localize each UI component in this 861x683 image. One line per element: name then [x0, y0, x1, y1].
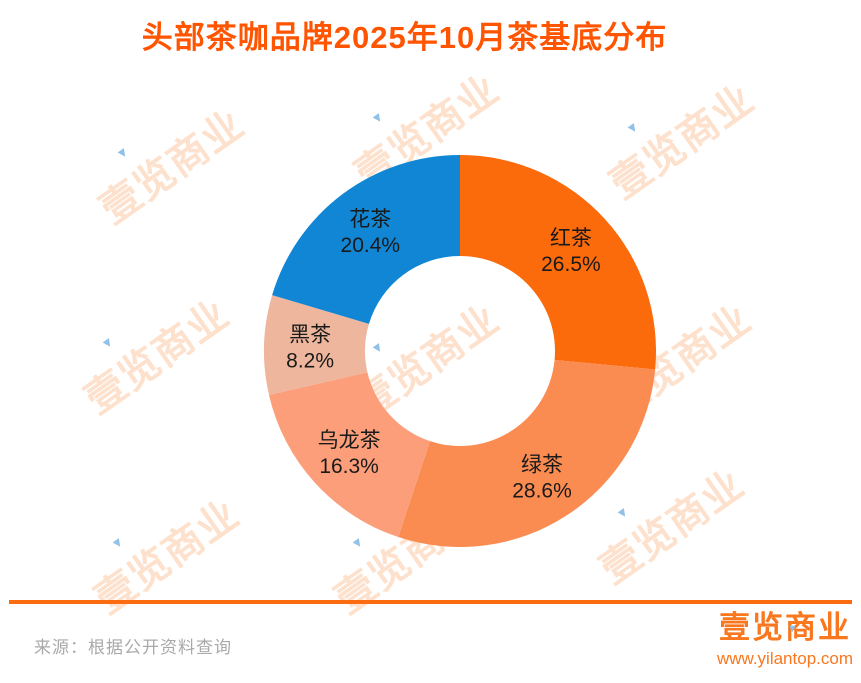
footer-divider	[9, 600, 852, 604]
slice-label-slice-hei-cha: 黑茶 8.2%	[286, 323, 334, 372]
slice-label-slice-hua-cha: 花茶 20.4%	[341, 208, 401, 257]
brand-logo: 壹览商业 ▼ www.yilantop.com	[717, 609, 853, 669]
slice-label-slice-hong-cha: 红茶 26.5%	[541, 227, 601, 276]
donut-slice-lv-cha	[398, 359, 656, 547]
chart-title: 头部茶咖品牌2025年10月茶基底分布	[141, 20, 668, 55]
brand-triangle-icon: ▼	[786, 623, 798, 635]
slice-label-slice-wu-long-cha: 乌龙茶 16.3%	[318, 429, 381, 478]
donut-slice-hong-cha	[460, 155, 657, 370]
source-text: 来源：根据公开资料查询	[34, 638, 232, 657]
slice-label-slice-lv-cha: 绿茶 28.6%	[512, 454, 572, 503]
brand-logo-text: 壹览商业 ▼	[717, 609, 853, 647]
brand-wordmark: 壹览商业	[718, 610, 851, 645]
donut-slice-wu-long-cha	[268, 372, 431, 538]
donut-slice-hua-cha	[272, 155, 460, 324]
brand-url: www.yilantop.com	[716, 649, 853, 668]
donut-slice-hei-cha	[263, 295, 369, 395]
